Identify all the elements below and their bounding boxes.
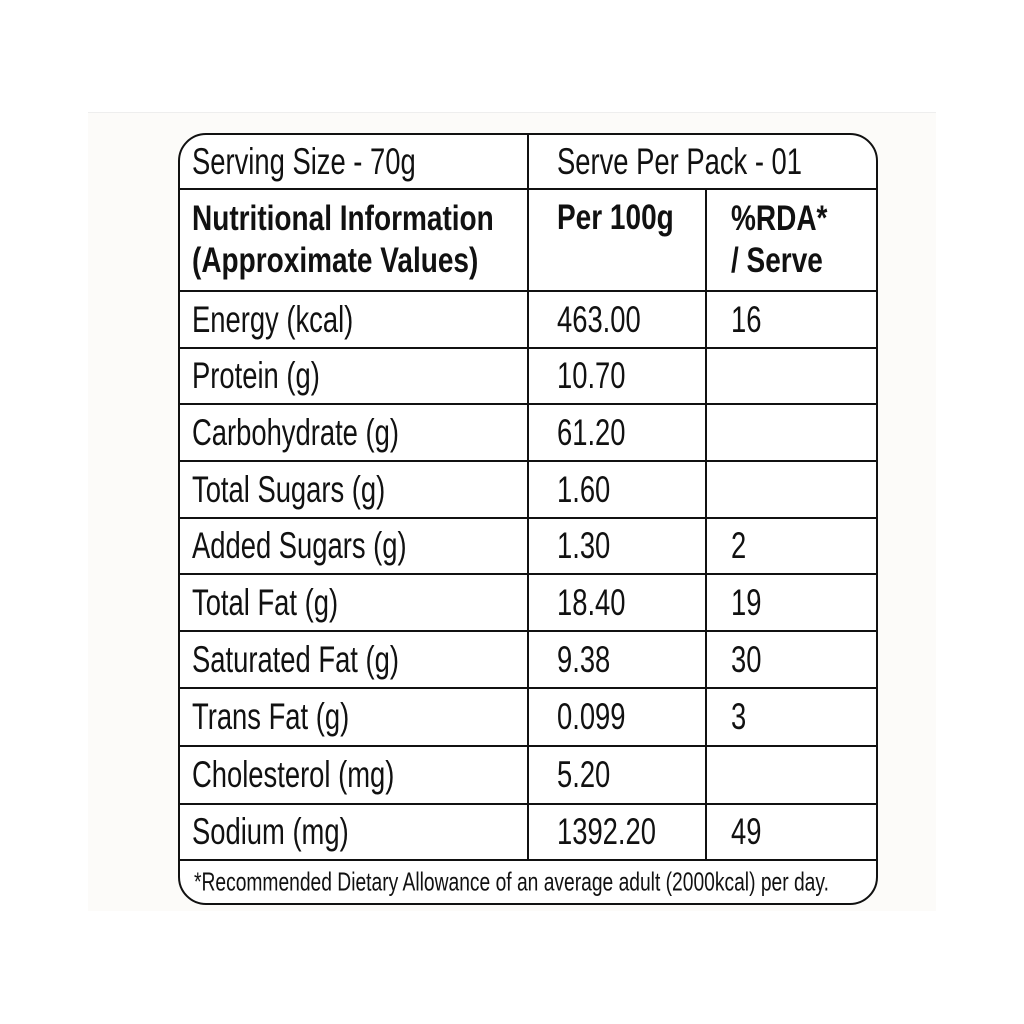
- nutrient-name: Energy (kcal): [192, 298, 354, 340]
- per100-value: 1.30: [557, 525, 611, 566]
- nutrient-name: Sodium (mg): [192, 811, 349, 852]
- per100-value: 10.70: [557, 355, 626, 396]
- table-row: Saturated Fat (g) 9.38 30: [180, 632, 876, 689]
- per100-value: 463.00: [557, 298, 641, 340]
- per100-value: 61.20: [557, 411, 626, 453]
- per100-value: 18.40: [557, 581, 626, 623]
- table-row: Trans Fat (g) 0.099 3: [180, 689, 876, 747]
- nutrient-header: Nutritional Information (Approximate Valu…: [192, 199, 494, 280]
- table-row: Protein (g) 10.70: [180, 349, 876, 405]
- nutrient-name: Trans Fat (g): [192, 696, 350, 737]
- serving-size: Serving Size - 70g: [192, 140, 416, 182]
- per100-header: Per 100g: [557, 198, 674, 237]
- nutrient-name: Protein (g): [192, 355, 320, 396]
- nutrient-name: Total Sugars (g): [192, 468, 386, 510]
- table-row: Carbohydrate (g) 61.20: [180, 405, 876, 462]
- rda-value: 30: [731, 638, 762, 680]
- table-row: Energy (kcal) 463.00 16: [180, 292, 876, 349]
- table-row: Sodium (mg) 1392.20 49: [180, 805, 876, 861]
- serve-per-pack: Serve Per Pack - 01: [557, 140, 803, 182]
- nutrient-name: Saturated Fat (g): [192, 638, 399, 680]
- rda-header: %RDA* / Serve: [731, 199, 828, 280]
- rda-value: 19: [731, 581, 762, 623]
- footnote-row: *Recommended Dietary Allowance of an ave…: [180, 861, 876, 903]
- nutrient-name: Carbohydrate (g): [192, 411, 399, 453]
- per100-value: 1392.20: [557, 811, 656, 852]
- per100-value: 1.60: [557, 468, 611, 510]
- nutrition-table: Serving Size - 70g Serve Per Pack - 01 N…: [178, 133, 878, 905]
- per100-value: 9.38: [557, 638, 611, 680]
- rda-value: 3: [731, 696, 747, 737]
- per100-value: 0.099: [557, 696, 626, 737]
- nutrient-name: Cholesterol (mg): [192, 754, 395, 795]
- footnote: *Recommended Dietary Allowance of an ave…: [194, 866, 829, 897]
- table-row: Added Sugars (g) 1.30 2: [180, 519, 876, 575]
- per100-value: 5.20: [557, 754, 611, 795]
- nutrient-name: Total Fat (g): [192, 581, 339, 623]
- table-row: Cholesterol (mg) 5.20: [180, 747, 876, 805]
- nutrient-name: Added Sugars (g): [192, 525, 407, 566]
- table-row: Total Fat (g) 18.40 19: [180, 575, 876, 632]
- rda-value: 49: [731, 811, 762, 852]
- table-row: Total Sugars (g) 1.60: [180, 462, 876, 519]
- column-header-row: Nutritional Information (Approximate Valu…: [180, 190, 876, 292]
- serving-row: Serving Size - 70g Serve Per Pack - 01: [180, 135, 876, 190]
- rda-value: 16: [731, 298, 762, 340]
- rda-value: 2: [731, 525, 747, 566]
